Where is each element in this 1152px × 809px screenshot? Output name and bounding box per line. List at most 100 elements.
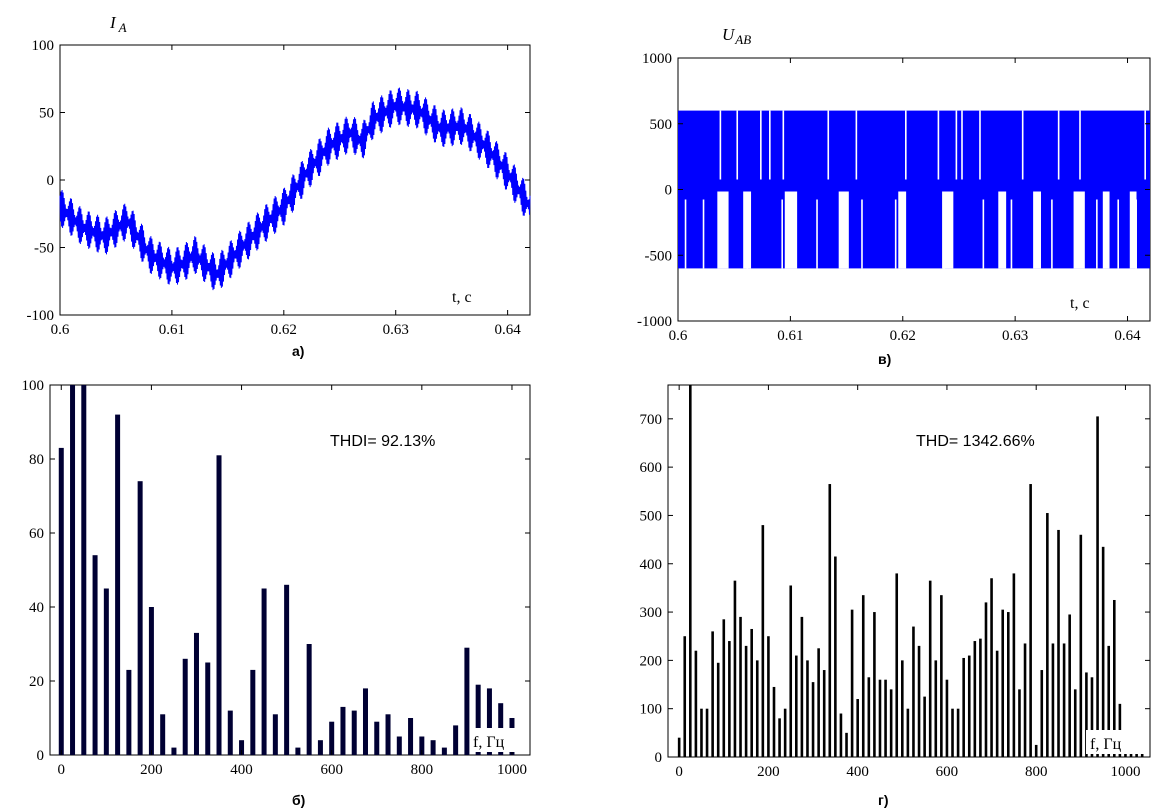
panel-v-xtick-label: 0.61 [777, 328, 803, 344]
panel-b-bar [137, 481, 143, 755]
panel-g-bar [867, 677, 871, 757]
panel-b-xtick-label: 1000 [497, 762, 527, 778]
panel-g-bar [789, 585, 793, 757]
panel-g-xtick-label: 200 [757, 764, 780, 780]
panel-v-pulse-gap-upper [719, 110, 722, 180]
panel-v-pulse-gap-lower [1117, 199, 1120, 269]
panel-g-bar [689, 385, 692, 757]
panel-g-bar [995, 650, 999, 757]
panel-a-xlabel: t, c [452, 289, 472, 306]
panel-v-xtick-label: 0.6 [669, 328, 688, 344]
panel-g-bar [795, 655, 798, 757]
panel-g-bar [733, 580, 737, 757]
panel-g-xtick-label: 800 [1025, 764, 1048, 780]
panel-b-bar [70, 385, 76, 755]
panel-a-ytick-label: 100 [32, 38, 55, 54]
panel-v-ytick-label: -500 [645, 248, 673, 264]
panel-v-pulse-gap-upper [979, 110, 981, 180]
panel-b-bar [317, 740, 323, 755]
panel-g-bar [967, 655, 971, 757]
panel-a-xtick-label: 0.62 [271, 322, 297, 338]
panel-b-bar [374, 721, 380, 755]
panel-v-ytick-label: 1000 [642, 51, 672, 67]
panel-g-bar [861, 595, 865, 757]
panel-a-subplot-label: а) [292, 343, 304, 359]
panel-g-bar [1007, 612, 1010, 757]
panel-v-pulse-gap-lower [684, 199, 687, 269]
panel-g-bar [755, 660, 759, 757]
panel-g-bar [716, 662, 720, 757]
panel-b-bar [261, 588, 267, 755]
panel-b-bar [216, 455, 222, 755]
panel-b-bar [272, 714, 278, 755]
panel-v-pulse-gap-lower [1096, 199, 1098, 269]
panel-g-bar [750, 628, 753, 757]
panel-g-bar [806, 660, 809, 757]
panel-b-bar [227, 710, 233, 755]
panel-v-title: UAB [722, 25, 751, 47]
panel-v-pulse-gap-upper [736, 110, 739, 180]
panel-b-plot-area [58, 385, 515, 755]
panel-g-bar [694, 650, 698, 757]
panel-b-xlabel: f, Гц [473, 734, 505, 751]
panel-v-pulse-gap-lower [861, 199, 863, 269]
panel-v-zero-interval [898, 191, 907, 269]
panel-g-bar [772, 686, 776, 757]
panel-g-bar [800, 616, 804, 757]
panel-g-bar [1135, 752, 1138, 757]
panel-g-voltage-spectrum: THD= 1342.66% г) 0 200 400 600 800 1000700600… [640, 384, 1151, 808]
panel-v-zero-interval [784, 191, 798, 269]
panel-v-plot-area [678, 110, 1150, 269]
panel-b-xlabel-box [470, 728, 528, 752]
panel-a-ticks: 0.6 0.61 0.62 0.63 0.64 100 50 0 -50 -100 [27, 38, 530, 338]
panel-b-bar [441, 747, 447, 755]
panel-g-bar [850, 609, 854, 757]
panel-a-xtick-label: 0.64 [494, 322, 521, 338]
panel-g-bar [956, 708, 960, 757]
panel-b-bar [284, 584, 290, 755]
panel-v-pulse-gap-lower [781, 199, 783, 269]
panel-g-bar [906, 708, 910, 757]
panel-b-bar [385, 714, 391, 755]
panel-g-bar [1101, 546, 1105, 757]
panel-b-bar [103, 588, 109, 755]
panel-a-ytick-label: 50 [39, 106, 54, 122]
panel-v-ytick-label: -1000 [637, 314, 672, 330]
panel-g-bar [990, 578, 993, 757]
panel-g-bar [928, 580, 932, 757]
panel-a-xtick-label: 0.61 [159, 322, 185, 338]
panel-v-ytick-label: 500 [650, 117, 673, 133]
panel-b-bar [306, 644, 312, 755]
panel-b-bar [329, 721, 335, 755]
panel-g-ytick-label: 0 [655, 750, 663, 766]
panel-a-ytick-label: -100 [27, 308, 55, 324]
panel-b-bar [295, 747, 301, 755]
panel-v-pulse-band [678, 110, 1150, 269]
panel-g-ytick-label: 400 [640, 557, 663, 573]
panel-g-bar [917, 645, 921, 757]
panel-v-pulse-gap-upper [1057, 110, 1060, 180]
panel-g-bar [962, 657, 965, 757]
panel-g-bar [705, 708, 709, 757]
panel-b-bar [58, 447, 64, 755]
panel-v-pulse-gap-lower [982, 199, 985, 269]
panel-b-bar [453, 725, 459, 755]
panel-v-pulse-gap-lower [1051, 199, 1053, 269]
panel-v-xlabel: t, c [1070, 295, 1090, 312]
panel-a-xtick-label: 0.63 [383, 322, 409, 338]
panel-a-ytick-label: 0 [47, 173, 55, 189]
panel-g-bar [783, 708, 787, 757]
panel-g-bar [1023, 643, 1027, 757]
panel-g-bar [728, 641, 731, 757]
panel-b-bar [182, 658, 188, 755]
panel-b-ytick-label: 20 [29, 674, 44, 690]
panel-b-bar [408, 718, 414, 755]
panel-g-bar [822, 670, 826, 757]
panel-v-pulse-gap-upper [1021, 110, 1024, 180]
panel-b-bar [419, 736, 425, 755]
panel-g-bar [979, 638, 982, 757]
panel-g-bar [1034, 744, 1038, 757]
